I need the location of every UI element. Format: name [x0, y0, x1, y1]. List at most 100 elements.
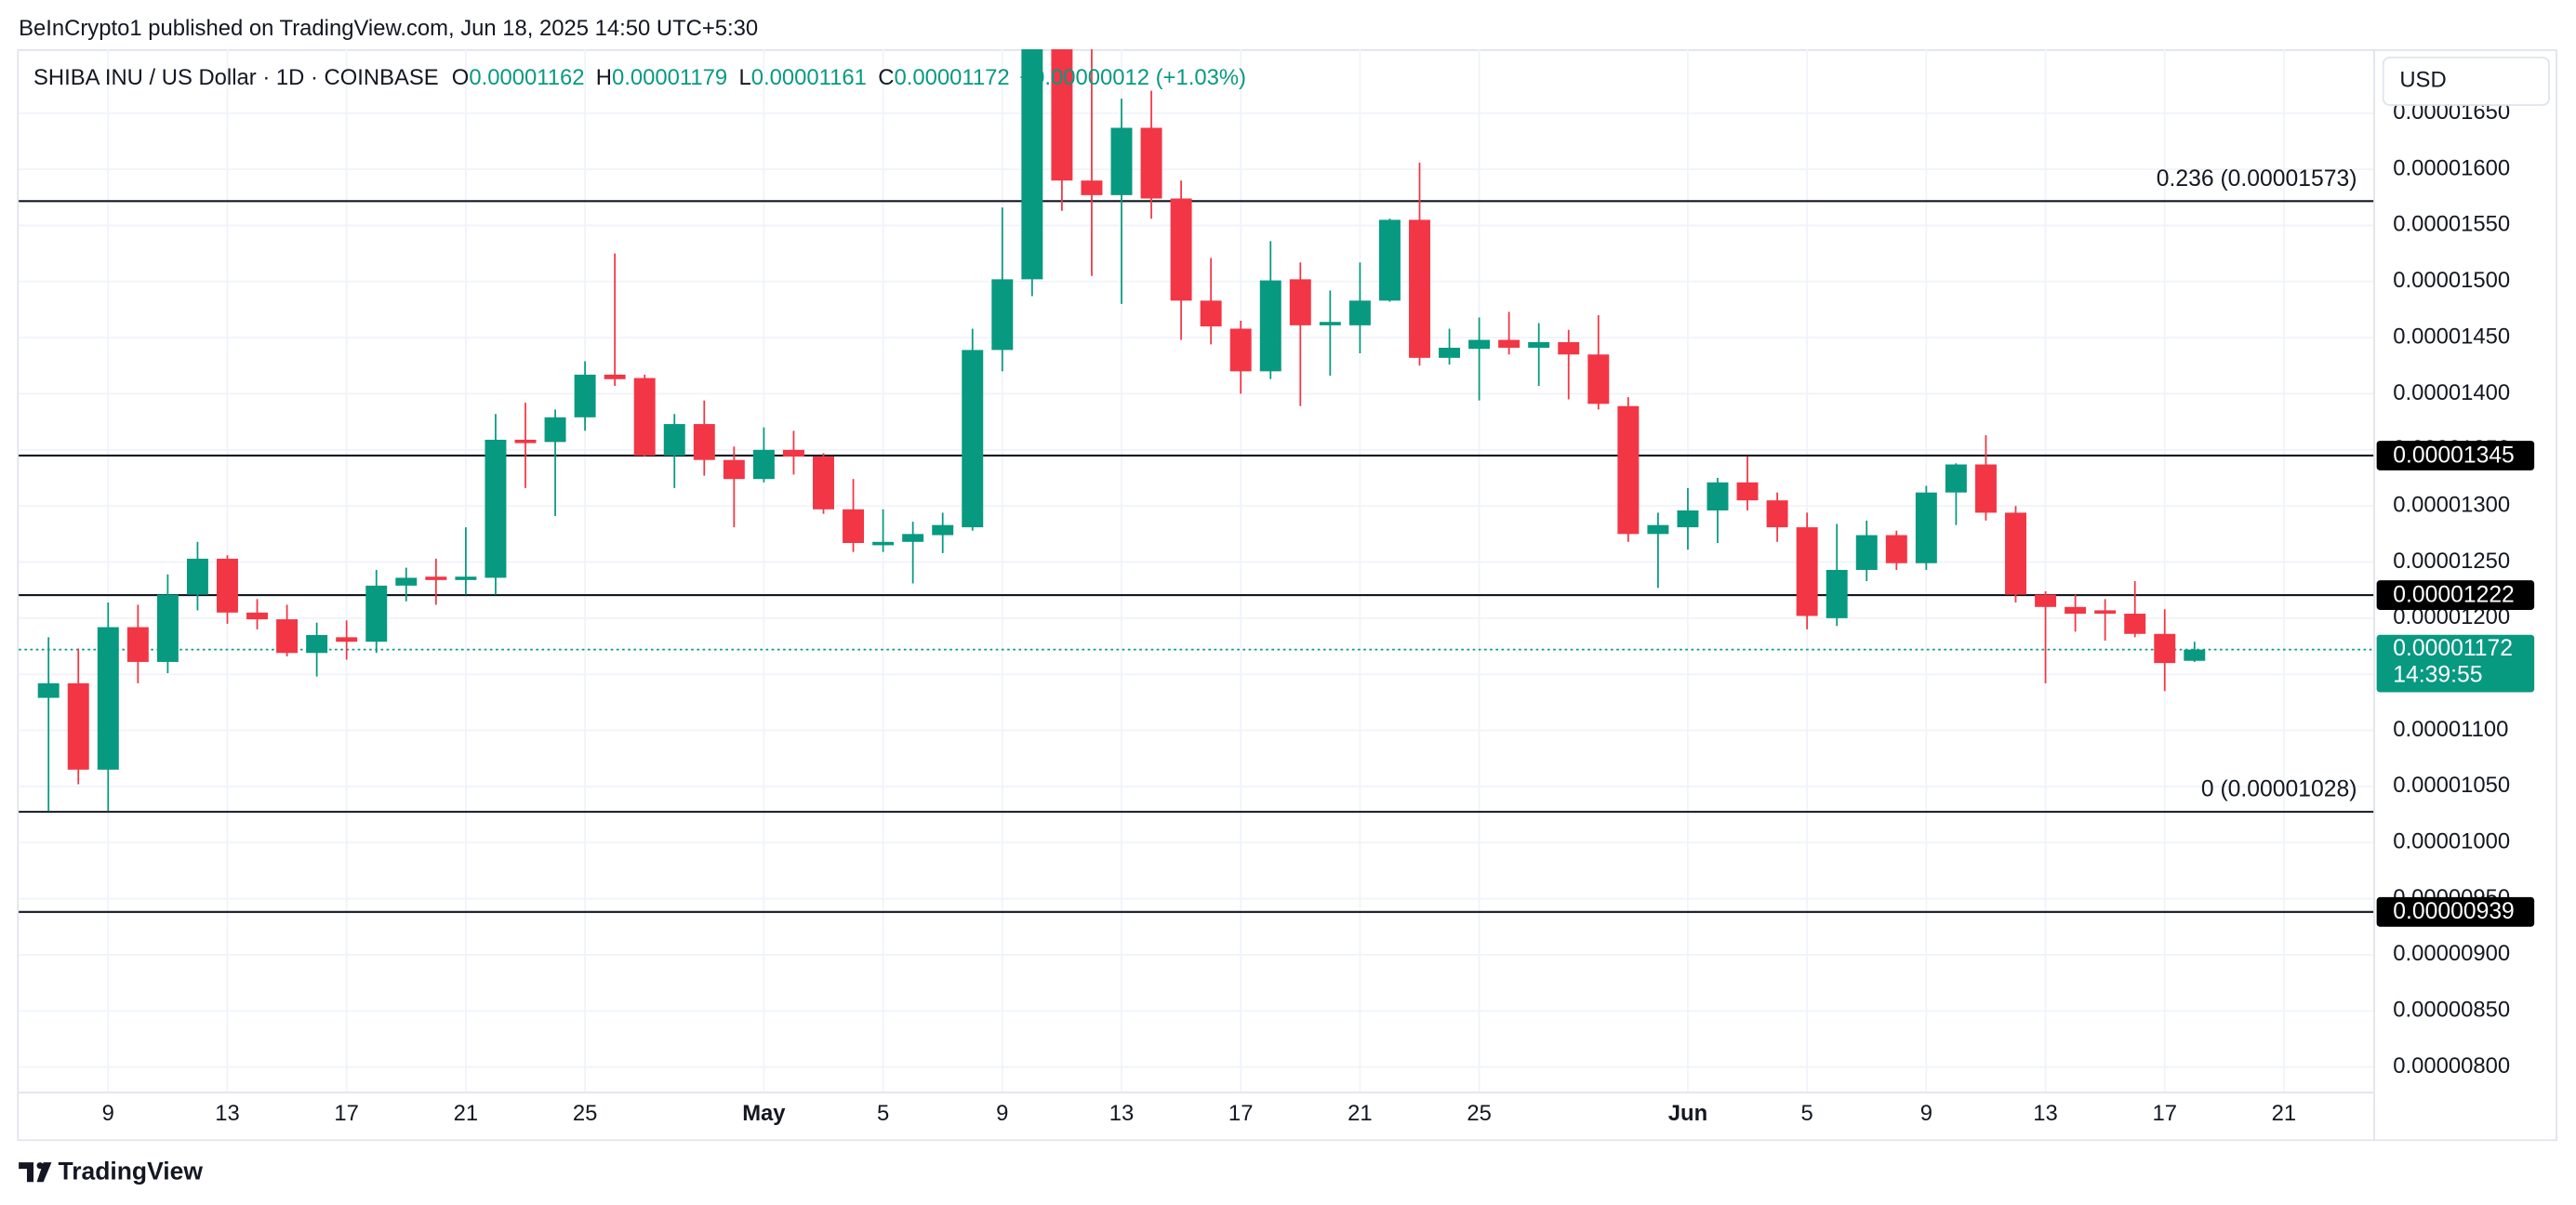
candle-body	[574, 374, 596, 417]
candle-body	[1766, 500, 1788, 528]
candle-body	[217, 558, 238, 613]
price-tag	[2376, 441, 2535, 470]
y-tick-label: 0.00000800	[2393, 1053, 2510, 1079]
candle-body	[1348, 300, 1371, 325]
brand-logo	[19, 1162, 52, 1183]
candle-body	[2124, 614, 2146, 634]
x-tick-label: 21	[2272, 1101, 2297, 1126]
symbol-legend: SHIBA INU / US Dollar · 1D · COINBASE O0.…	[33, 65, 1246, 90]
candle-body	[365, 585, 388, 642]
candle-body	[843, 509, 865, 544]
x-tick-label: 17	[1228, 1101, 1254, 1126]
candle-body	[813, 457, 834, 510]
y-tick-label: 0.00000900	[2393, 941, 2510, 966]
x-tick-label: 17	[334, 1101, 359, 1126]
currency-button[interactable]	[2382, 56, 2550, 106]
y-tick-label: 0.00001550	[2393, 212, 2510, 237]
published-line: BeInCrypto1 published on TradingView.com…	[19, 16, 758, 41]
candle-body	[1289, 279, 1311, 325]
candle-body	[1081, 180, 1103, 195]
candle-body	[1945, 464, 1967, 493]
candle-body	[663, 424, 685, 456]
candle-body	[1617, 405, 1640, 535]
candle-body	[1259, 280, 1281, 372]
x-tick-label: 17	[2152, 1101, 2177, 1126]
candle-body	[425, 576, 447, 580]
candle-body	[306, 634, 328, 654]
ohlc-key: L	[739, 65, 751, 90]
candle-body	[1229, 328, 1252, 372]
candle-body	[932, 524, 954, 536]
candle-body	[902, 534, 924, 542]
x-tick-label: 21	[1348, 1101, 1373, 1126]
price-tag-label: 0.00001345	[2393, 443, 2515, 468]
candle-body	[1439, 348, 1461, 358]
x-tick-label: 9	[1920, 1101, 1932, 1126]
x-tick-label: May	[742, 1101, 786, 1126]
legend-text: SHIBA INU / US Dollar · 1D · COINBASE O0.…	[33, 65, 1246, 90]
symbol: SHIBA INU / US Dollar · 1D · COINBASE	[33, 65, 439, 90]
last-price-tag	[2376, 634, 2535, 693]
chart-frame	[17, 48, 2557, 1142]
ohlc-key: C	[878, 65, 894, 90]
currency[interactable]: USD	[2399, 68, 2446, 93]
candle-body	[485, 439, 507, 578]
candle-body	[1200, 300, 1222, 327]
y-tick-label: 0.00001300	[2393, 492, 2510, 517]
levels: 0.236 (0.00001573) 0 (0.00001028)	[19, 166, 2374, 913]
candle-body	[782, 449, 804, 457]
y-tick-label: 0.00001400	[2393, 380, 2510, 405]
x-tick-label: 25	[1467, 1101, 1492, 1126]
candle-body	[1319, 322, 1341, 325]
x-tick-label: 21	[454, 1101, 479, 1126]
candle-body	[2094, 610, 2117, 615]
candle-body	[1378, 219, 1401, 301]
candle-body	[693, 424, 715, 460]
x-tick-label: 25	[573, 1101, 598, 1126]
y-tick-label: 0.00001600	[2393, 155, 2510, 180]
candle-body	[1140, 127, 1162, 199]
x-tick-label: 9	[102, 1101, 114, 1126]
candle-body	[1587, 354, 1610, 404]
y-tick-label: 0.00001000	[2393, 829, 2510, 854]
countdown: 14:39:55	[2393, 662, 2482, 687]
brand: TradingView	[59, 1158, 204, 1185]
candle-body	[1409, 219, 1430, 358]
candle-body	[1170, 198, 1192, 301]
candle-body	[1647, 524, 1669, 535]
ohlc-value: 0.00001179	[612, 65, 727, 90]
y-tick-label: 0.00001250	[2393, 549, 2510, 574]
candle-body	[126, 627, 149, 662]
y-tick-label: 0.00001450	[2393, 324, 2510, 349]
candle-body	[872, 541, 895, 546]
candle-body	[156, 594, 179, 662]
fib-label: 0.236 (0.00001573)	[2157, 166, 2357, 192]
candle-body	[1915, 492, 1937, 563]
candle-body	[2184, 649, 2206, 661]
y-tick-label: 0.00000850	[2393, 998, 2510, 1023]
fib-label: 0 (0.00001028)	[2201, 777, 2357, 802]
ohlc-value: 0.00001161	[751, 65, 867, 90]
candle-body	[514, 439, 537, 444]
candle-body	[752, 449, 775, 480]
candle-body	[1558, 341, 1580, 355]
candle-body	[1528, 341, 1550, 349]
candle-body	[455, 576, 477, 580]
candle-body	[2035, 594, 2057, 607]
candle-body	[633, 377, 656, 456]
logo-dot	[36, 1162, 44, 1170]
candle-body	[1110, 127, 1133, 195]
candle-body	[1826, 569, 1848, 618]
candle-body	[1051, 48, 1073, 181]
candle-body	[276, 619, 299, 654]
axes: 0.000008000.000008500.000009000.00000950…	[102, 99, 2535, 1126]
candle-body	[1468, 339, 1491, 350]
candle-body	[97, 627, 119, 770]
candle-body	[604, 374, 626, 379]
candle-body	[1855, 535, 1878, 570]
candle-body	[1498, 339, 1520, 349]
candle-body	[186, 558, 208, 595]
candle-body	[395, 577, 418, 586]
